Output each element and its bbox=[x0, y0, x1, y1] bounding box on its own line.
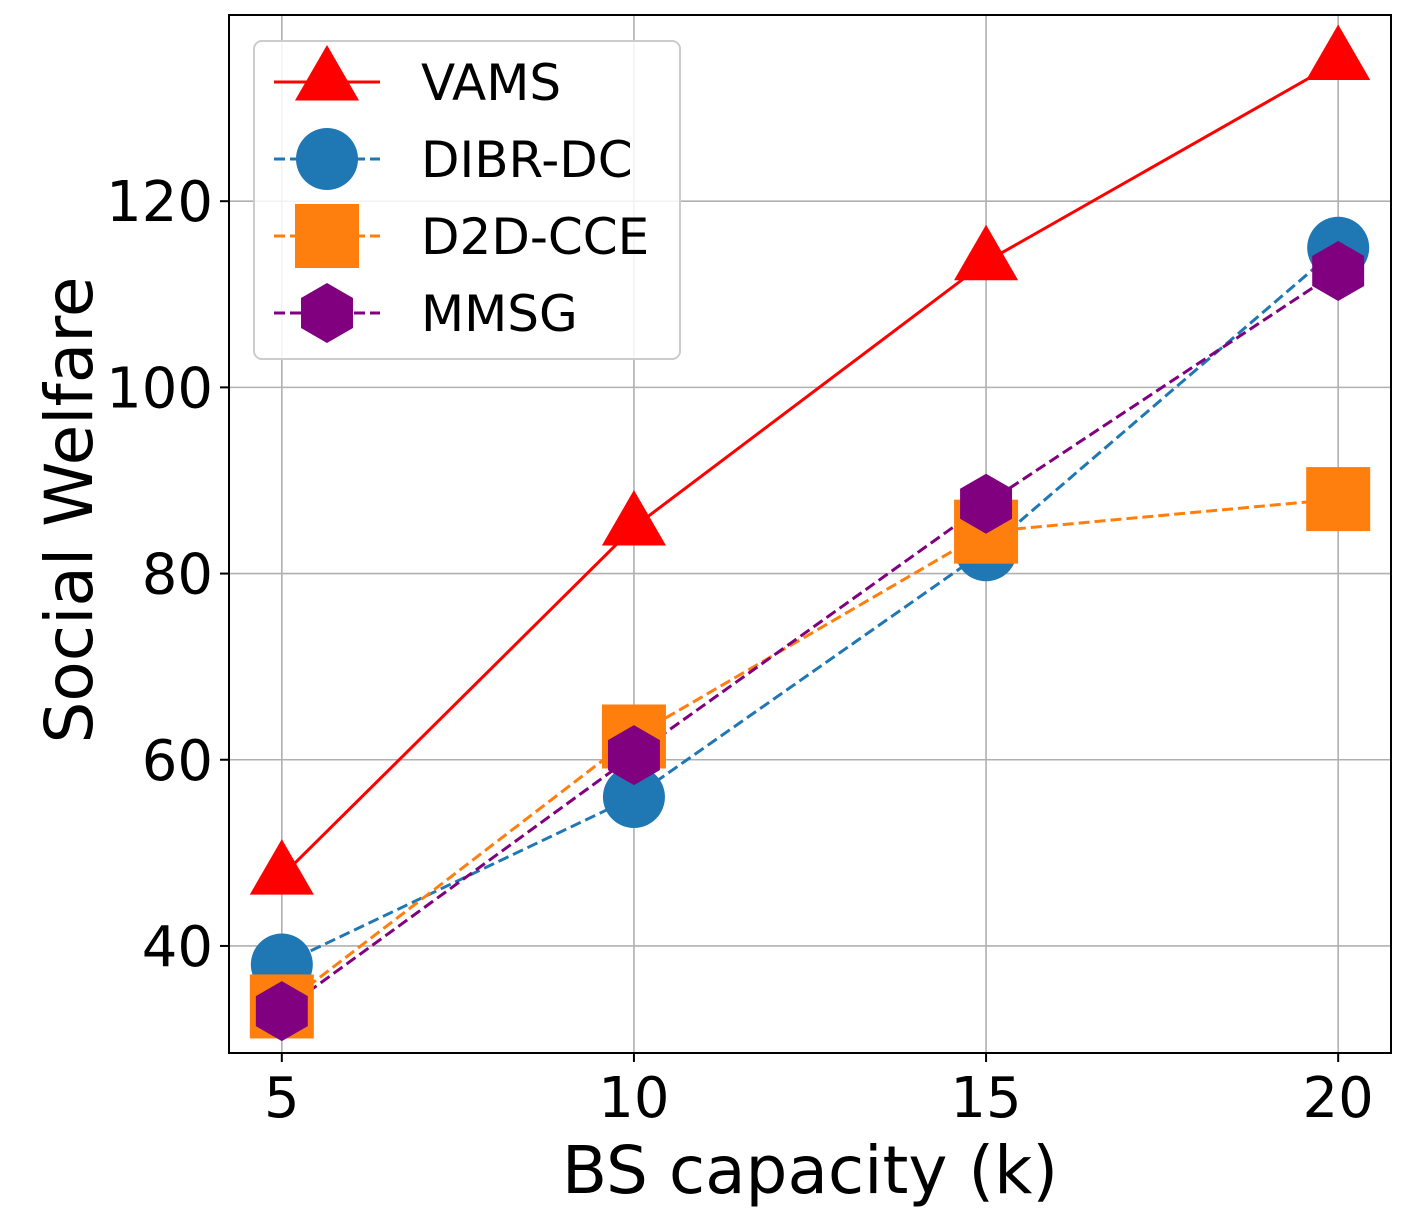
data-point-mmsg bbox=[255, 981, 308, 1042]
x-ticks: 5 10 15 20 bbox=[264, 1053, 1374, 1131]
x-tick-label: 15 bbox=[950, 1066, 1021, 1131]
y-tick-label: 120 bbox=[106, 170, 213, 235]
data-point-vams bbox=[249, 839, 314, 895]
y-axis-label: Social Welfare bbox=[31, 277, 108, 744]
series-line-d2d-cce bbox=[280, 497, 1339, 1008]
series-line-mmsg bbox=[280, 269, 1340, 1013]
data-point-vams bbox=[1306, 24, 1371, 81]
series-line-dibr-dc bbox=[281, 246, 1340, 966]
legend-label-dibr-dc: DIBR-DC bbox=[421, 131, 633, 189]
series-line-vams bbox=[280, 60, 1339, 878]
series-lines bbox=[280, 60, 1340, 1013]
legend-box bbox=[253, 40, 681, 360]
legend-marker-vams bbox=[294, 45, 360, 101]
data-point-mmsg bbox=[960, 473, 1013, 534]
y-tick-label: 100 bbox=[106, 356, 213, 421]
x-tick-label: 20 bbox=[1303, 1066, 1374, 1131]
series-markers bbox=[249, 24, 1371, 1042]
data-point-mmsg bbox=[1312, 241, 1365, 302]
legend-marker-d2d-cce bbox=[295, 204, 359, 268]
legend-label-mmsg: MMSG bbox=[421, 285, 578, 343]
legend-label-vams: VAMS bbox=[421, 54, 561, 112]
data-point-d2d-cce bbox=[1306, 467, 1371, 532]
data-point-vams bbox=[601, 490, 666, 546]
data-point-mmsg bbox=[607, 725, 660, 786]
y-tick-label: 80 bbox=[142, 543, 213, 608]
legend-label-d2d-cce: D2D-CCE bbox=[421, 208, 649, 266]
x-axis-label: BS capacity (k) bbox=[562, 1132, 1058, 1209]
legend-marker-dibr-dc bbox=[296, 128, 358, 190]
y-tick-label: 40 bbox=[142, 915, 213, 980]
legend-marker-mmsg bbox=[301, 283, 353, 343]
x-tick-label: 10 bbox=[598, 1066, 669, 1131]
x-tick-label: 5 bbox=[264, 1066, 300, 1131]
data-point-vams bbox=[954, 224, 1019, 281]
y-ticks: 40 60 80 100 120 bbox=[106, 170, 229, 980]
legend: VAMS DIBR-DC D2D-CCE MMSG bbox=[253, 40, 681, 360]
plot-frame bbox=[228, 14, 1392, 1054]
data-point-dibr-dc bbox=[602, 765, 665, 828]
y-tick-label: 60 bbox=[142, 729, 213, 794]
